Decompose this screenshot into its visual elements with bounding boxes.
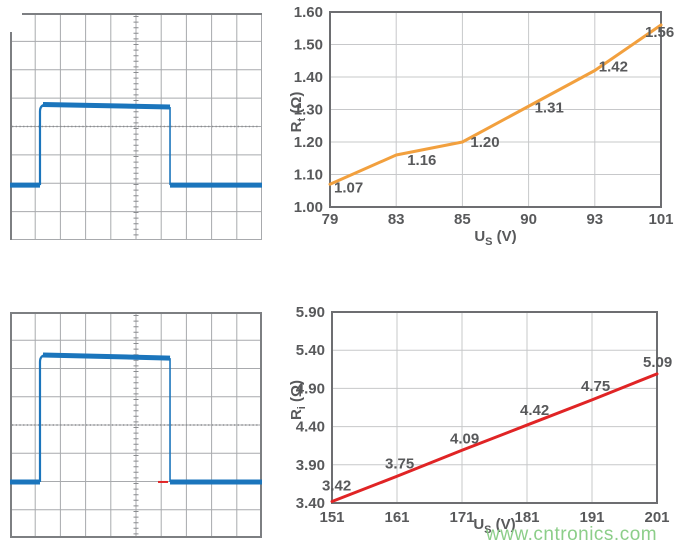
pulse-rise-edge (38, 353, 48, 482)
x-tick-label: 151 (319, 509, 344, 526)
y-tick-label: 1.40 (294, 69, 323, 86)
y-tick-label: 4.40 (296, 419, 325, 436)
scope-border (10, 312, 262, 538)
y-tick-label: 1.00 (294, 199, 323, 216)
x-tick-label: 85 (454, 211, 471, 228)
data-point-label: 1.20 (470, 134, 499, 151)
oscilloscope-bottom-svg (10, 312, 262, 538)
plot-grid (329, 11, 662, 208)
ri-chart-x-axis-title: US (V) (332, 516, 657, 536)
x-tick-label: 79 (322, 211, 339, 228)
y-tick-label: 1.30 (294, 102, 323, 119)
y-tick-label: 5.90 (296, 304, 325, 321)
rt-chart-y-axis-title: Rt (Ω) (288, 52, 308, 172)
data-point-label: 4.09 (450, 430, 479, 447)
x-tick-label: 83 (388, 211, 405, 228)
ri-xlabel-sub: S (484, 524, 492, 536)
rt-chart-x-axis-title: US (V) (330, 228, 661, 248)
x-tick-label: 161 (384, 509, 409, 526)
pulse-top (42, 101, 171, 110)
data-point-label: 1.31 (535, 99, 564, 116)
ri-ylabel-sub: i (296, 406, 308, 410)
plot-grid (331, 311, 658, 504)
data-point-label: 1.42 (599, 59, 628, 76)
y-tick-label: 1.50 (294, 37, 323, 54)
data-point-label: 1.16 (407, 152, 436, 169)
data-point-label: 1.07 (334, 179, 363, 196)
ri-xlabel-base: U (473, 516, 485, 533)
oscilloscope-top-svg (10, 13, 262, 240)
y-tick-label: 3.90 (296, 457, 325, 474)
rt-ylabel-unit: (Ω) (288, 91, 305, 118)
ri-ylabel-unit: (Ω) (288, 379, 305, 407)
x-tick-label: 93 (586, 211, 603, 228)
rt-xlabel-base: U (474, 228, 486, 245)
data-point-label: 1.56 (645, 24, 674, 41)
oscilloscope-top-panel (10, 13, 262, 240)
oscilloscope-bottom-panel (10, 312, 262, 538)
data-point-label: 4.75 (581, 378, 610, 395)
data-point-label: 4.42 (520, 402, 549, 419)
ri-ylabel-base: R (288, 409, 305, 421)
ri-xlabel-unit: (V) (491, 516, 516, 533)
ri-curve (330, 372, 659, 503)
x-tick-label: 171 (449, 509, 474, 526)
y-tick-label: 1.10 (294, 167, 323, 184)
rt-ylabel-base: R (288, 121, 305, 133)
y-tick-label: 1.20 (294, 134, 323, 151)
ri-vs-us-chart: 3.40 3.90 4.40 4.90 5.40 5.90 151 161 171 181 191 2… (296, 304, 672, 526)
y-tick-label: 4.90 (296, 380, 325, 397)
x-tick-label: 201 (644, 509, 669, 526)
x-tick-label: 191 (579, 509, 604, 526)
y-tick-label: 1.60 (294, 4, 323, 21)
plot-border (331, 311, 658, 504)
x-tick-label: 90 (520, 211, 537, 228)
pulse-rise-edge (38, 103, 48, 186)
data-point-label: 3.75 (385, 455, 414, 472)
rt-vs-us-chart: 1.00 1.10 1.20 1.30 1.40 1.50 1.60 79 83 85 90 93 10… (294, 4, 674, 228)
y-tick-label: 3.40 (296, 495, 325, 512)
data-point-label: 5.09 (643, 354, 672, 371)
x-tick-label: 101 (648, 211, 673, 228)
watermark: www.cntronics.com (486, 524, 658, 545)
rt-ylabel-sub: t (296, 117, 308, 122)
data-point-label: 3.42 (322, 477, 351, 494)
rt-curve (328, 23, 663, 186)
rt-xlabel-sub: S (485, 236, 493, 248)
ri-chart-y-axis-title: Ri (Ω) (288, 340, 308, 460)
rt-xlabel-unit: (V) (492, 228, 517, 245)
x-tick-label: 181 (514, 509, 539, 526)
y-tick-label: 5.40 (296, 342, 325, 359)
plot-border (329, 11, 662, 208)
pulse-top (42, 352, 171, 361)
